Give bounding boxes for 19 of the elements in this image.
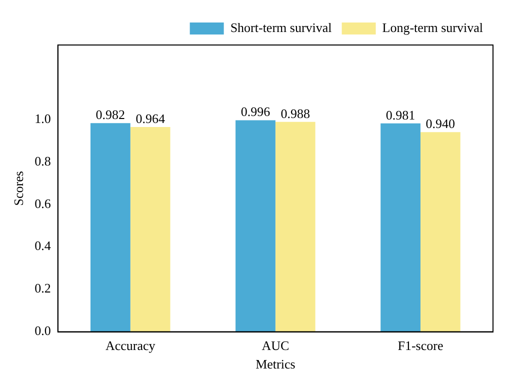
y-tick-label: 0.8 — [34, 153, 51, 168]
y-tick-label: 0.6 — [34, 196, 52, 211]
legend-label: Short-term survival — [230, 20, 332, 35]
x-tick-label: AUC — [262, 338, 290, 354]
y-axis-title: Scores — [11, 171, 26, 206]
y-tick-label: 0.4 — [34, 238, 52, 254]
x-tick-label: Accuracy — [105, 338, 156, 354]
data-label: 0.996 — [240, 104, 271, 120]
y-tick-label: 0.2 — [34, 280, 51, 296]
data-label: 0.964 — [136, 110, 166, 126]
data-label: 0.981 — [386, 107, 416, 122]
y-tick-label: 1.0 — [34, 110, 51, 126]
legend-label: Long-term survival — [382, 20, 484, 35]
x-axis-title: Metrics — [256, 356, 296, 372]
data-label: 0.940 — [426, 116, 456, 132]
x-tick-label: F1-score — [398, 338, 444, 354]
y-tick-label: 0.0 — [34, 323, 51, 338]
data-label: 0.982 — [96, 107, 126, 122]
data-label: 0.988 — [280, 106, 310, 121]
